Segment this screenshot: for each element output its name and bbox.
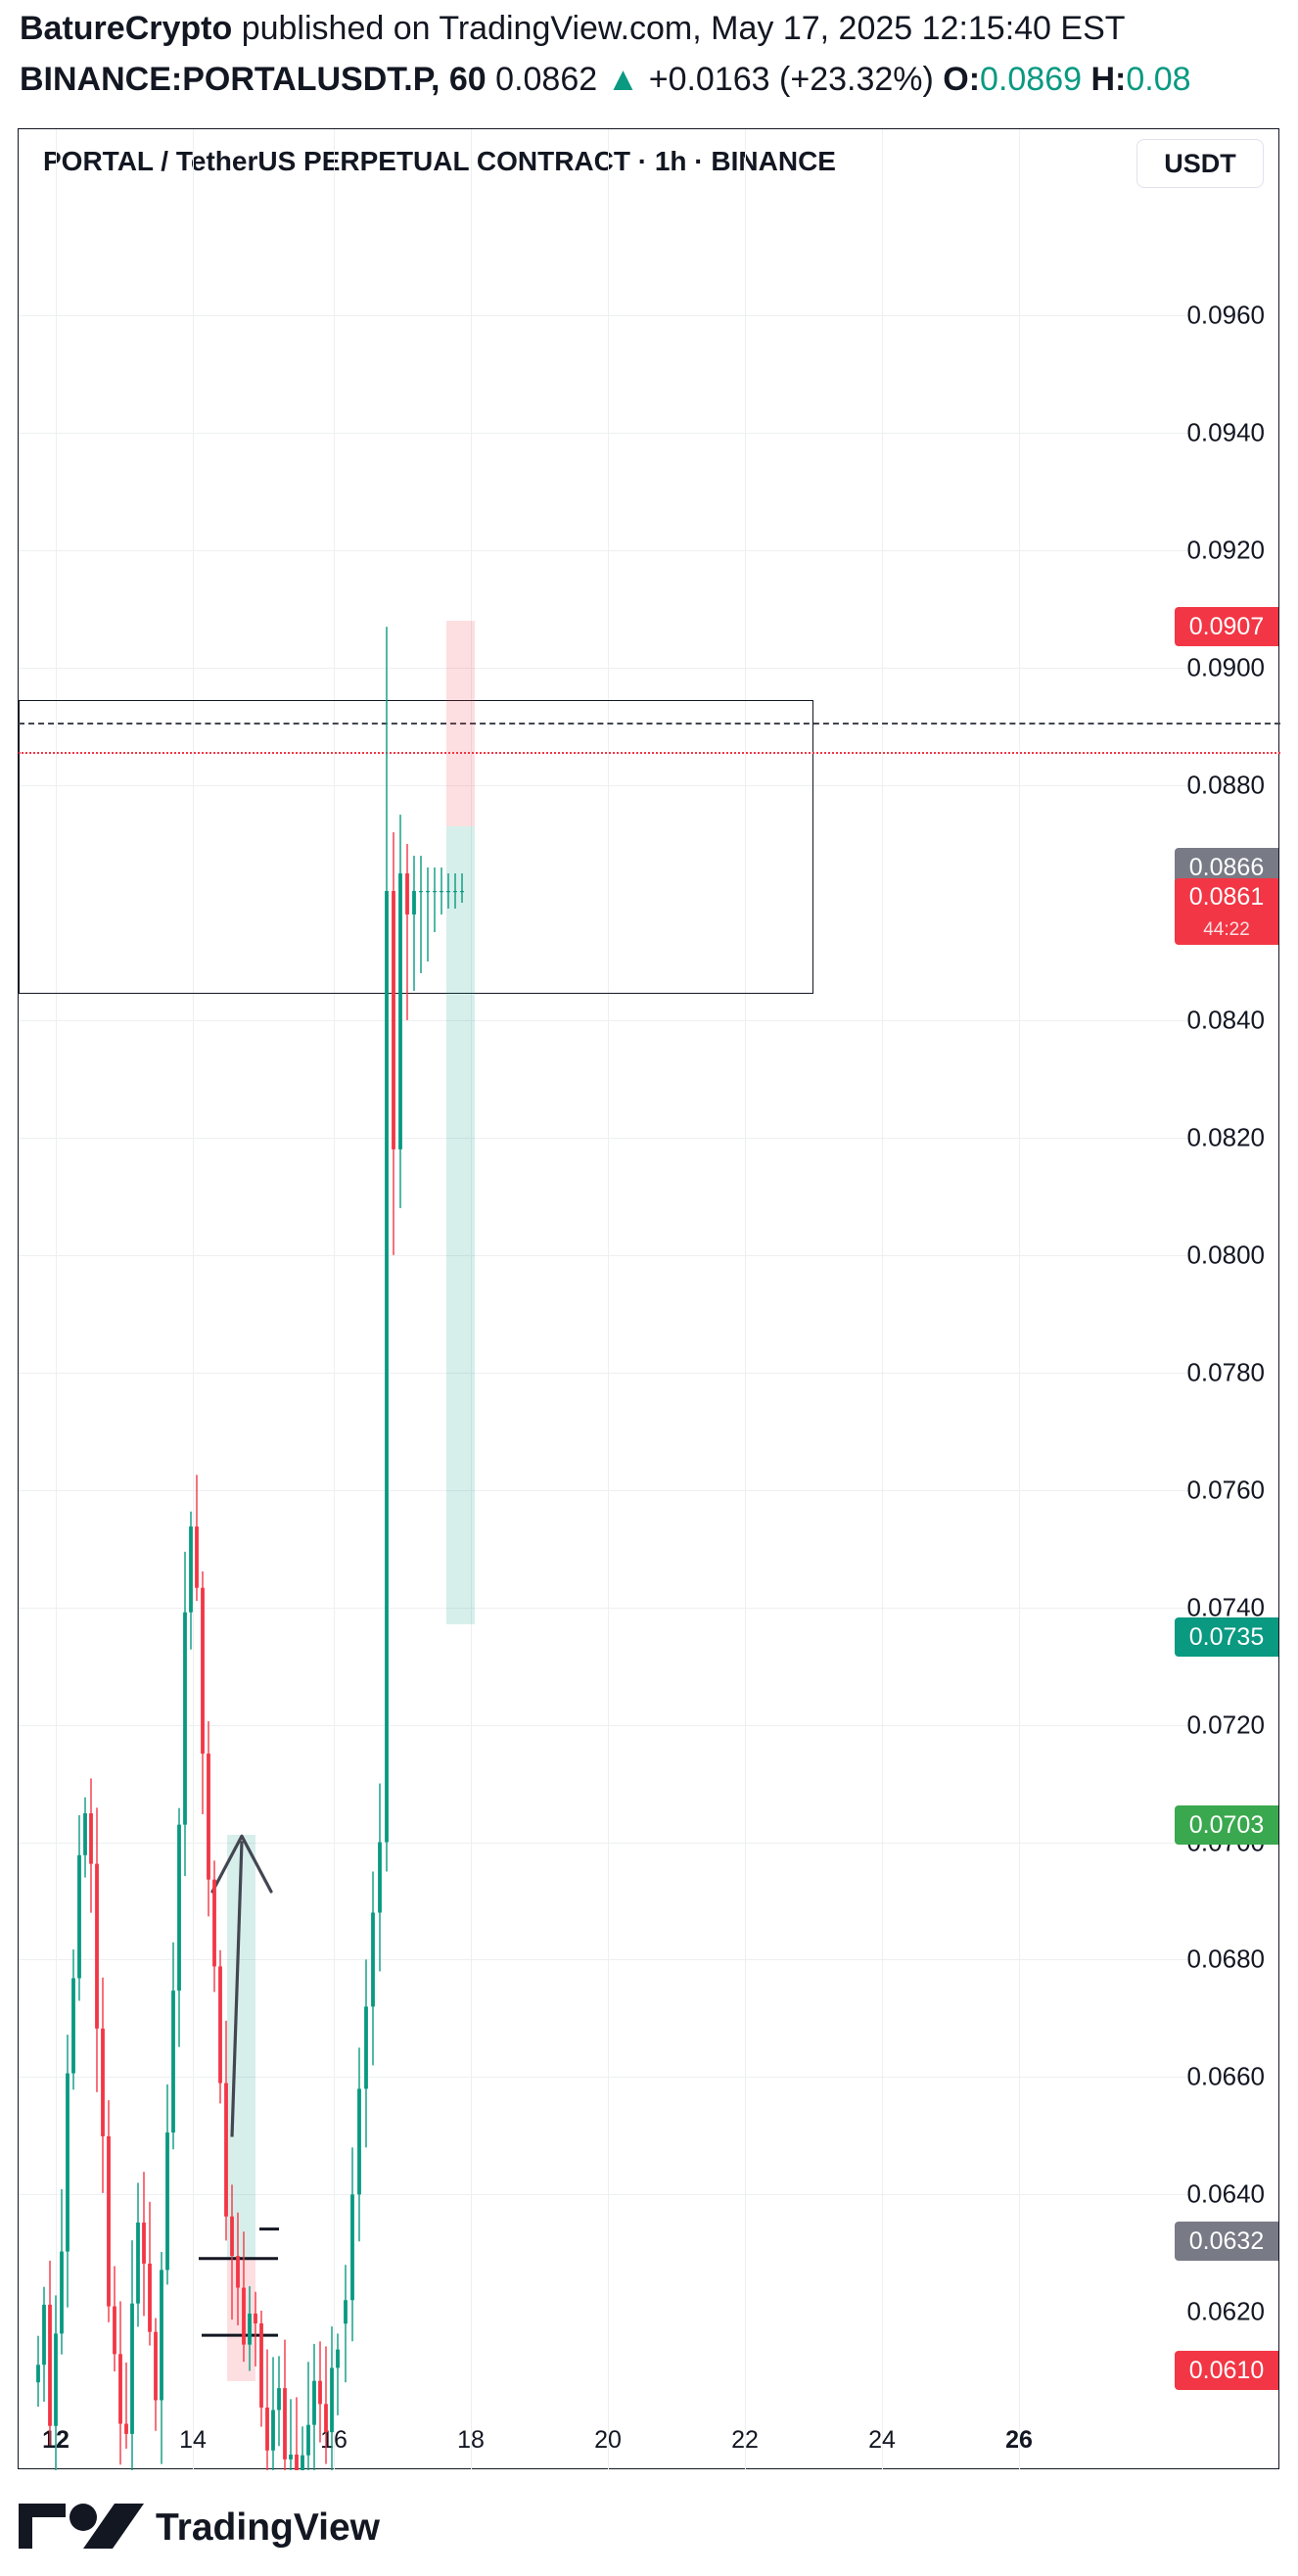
svg-text:TradingView: TradingView <box>156 2506 381 2549</box>
